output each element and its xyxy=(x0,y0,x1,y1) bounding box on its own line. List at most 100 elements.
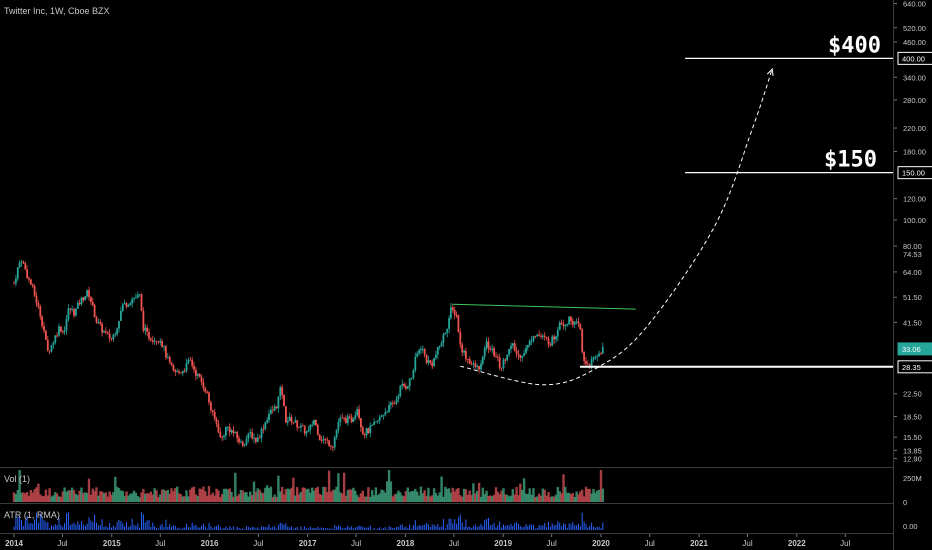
candle[interactable] xyxy=(408,378,411,387)
candle[interactable] xyxy=(204,388,207,392)
candle[interactable] xyxy=(386,412,389,413)
candle[interactable] xyxy=(510,345,512,349)
candle[interactable] xyxy=(382,414,385,416)
candle[interactable] xyxy=(418,350,420,354)
candle[interactable] xyxy=(403,384,405,387)
candle[interactable] xyxy=(339,417,342,423)
candle[interactable] xyxy=(168,357,171,363)
candle[interactable] xyxy=(13,283,15,285)
candle[interactable] xyxy=(406,386,409,389)
candle[interactable] xyxy=(360,418,362,428)
candle[interactable] xyxy=(208,392,210,403)
candle[interactable] xyxy=(448,318,450,329)
candle[interactable] xyxy=(455,314,458,316)
candle[interactable] xyxy=(196,373,199,376)
candle[interactable] xyxy=(373,422,375,426)
candle[interactable] xyxy=(33,286,36,296)
candle[interactable] xyxy=(309,424,312,430)
candle[interactable] xyxy=(30,279,32,285)
candle[interactable] xyxy=(573,321,576,325)
candle[interactable] xyxy=(22,261,25,264)
candle[interactable] xyxy=(318,434,321,440)
candle[interactable] xyxy=(596,356,599,358)
candle[interactable] xyxy=(110,338,113,340)
candle[interactable] xyxy=(298,427,300,429)
candle[interactable] xyxy=(221,437,224,438)
candle[interactable] xyxy=(228,427,231,433)
candle[interactable] xyxy=(142,311,145,331)
candle[interactable] xyxy=(285,406,287,423)
candle[interactable] xyxy=(330,445,332,447)
volume-pane[interactable] xyxy=(12,470,604,502)
candle[interactable] xyxy=(476,366,479,368)
candle[interactable] xyxy=(45,330,47,340)
candle[interactable] xyxy=(598,353,600,357)
candle[interactable] xyxy=(236,432,239,439)
candle[interactable] xyxy=(181,370,184,374)
candle[interactable] xyxy=(365,428,368,436)
candle[interactable] xyxy=(178,371,180,373)
candle[interactable] xyxy=(232,430,235,434)
candle[interactable] xyxy=(273,406,276,411)
candle[interactable] xyxy=(219,431,222,438)
candle[interactable] xyxy=(136,294,139,298)
candle[interactable] xyxy=(301,425,304,427)
candle[interactable] xyxy=(508,349,510,355)
candle[interactable] xyxy=(326,439,329,441)
candle[interactable] xyxy=(61,331,64,333)
candle[interactable] xyxy=(166,357,169,358)
candle[interactable] xyxy=(378,417,381,421)
candle[interactable] xyxy=(215,418,218,424)
candle[interactable] xyxy=(410,377,413,379)
candle[interactable] xyxy=(245,438,248,445)
candle[interactable] xyxy=(391,402,394,404)
candle[interactable] xyxy=(311,424,314,426)
candle[interactable] xyxy=(491,348,494,350)
candle[interactable] xyxy=(361,427,364,435)
candle[interactable] xyxy=(15,278,17,284)
candle[interactable] xyxy=(530,340,533,342)
candle[interactable] xyxy=(266,420,269,423)
candle[interactable] xyxy=(489,349,492,350)
candle[interactable] xyxy=(271,409,274,411)
candle[interactable] xyxy=(172,364,175,371)
candle[interactable] xyxy=(281,387,284,395)
candle[interactable] xyxy=(195,369,197,376)
candle[interactable] xyxy=(303,426,306,434)
candle[interactable] xyxy=(343,417,345,419)
candle[interactable] xyxy=(566,324,569,326)
candle[interactable] xyxy=(375,421,377,423)
candle[interactable] xyxy=(108,333,111,339)
candle[interactable] xyxy=(116,328,118,335)
candle[interactable] xyxy=(414,356,417,371)
candle[interactable] xyxy=(346,416,349,423)
candle[interactable] xyxy=(60,326,62,332)
price-pane[interactable] xyxy=(13,259,604,452)
candle[interactable] xyxy=(348,416,351,418)
candle[interactable] xyxy=(540,335,542,337)
candle[interactable] xyxy=(515,350,518,354)
candle[interactable] xyxy=(313,419,315,425)
candle[interactable] xyxy=(401,384,404,386)
candle[interactable] xyxy=(534,335,537,337)
candle[interactable] xyxy=(551,336,554,346)
candle[interactable] xyxy=(523,353,525,356)
candle[interactable] xyxy=(183,370,186,372)
candle[interactable] xyxy=(18,262,21,268)
candle[interactable] xyxy=(390,402,392,405)
candle[interactable] xyxy=(150,338,152,341)
candle[interactable] xyxy=(37,303,40,307)
candle[interactable] xyxy=(103,331,105,333)
candle[interactable] xyxy=(75,308,77,316)
candle[interactable] xyxy=(541,335,544,337)
candle[interactable] xyxy=(121,304,124,311)
candle[interactable] xyxy=(95,317,98,323)
candle[interactable] xyxy=(88,290,90,298)
candle[interactable] xyxy=(592,357,595,360)
candle[interactable] xyxy=(90,297,92,302)
candle[interactable] xyxy=(511,343,514,346)
candle[interactable] xyxy=(431,362,434,367)
candle[interactable] xyxy=(333,437,336,448)
candle[interactable] xyxy=(438,346,441,347)
candle[interactable] xyxy=(226,427,229,428)
